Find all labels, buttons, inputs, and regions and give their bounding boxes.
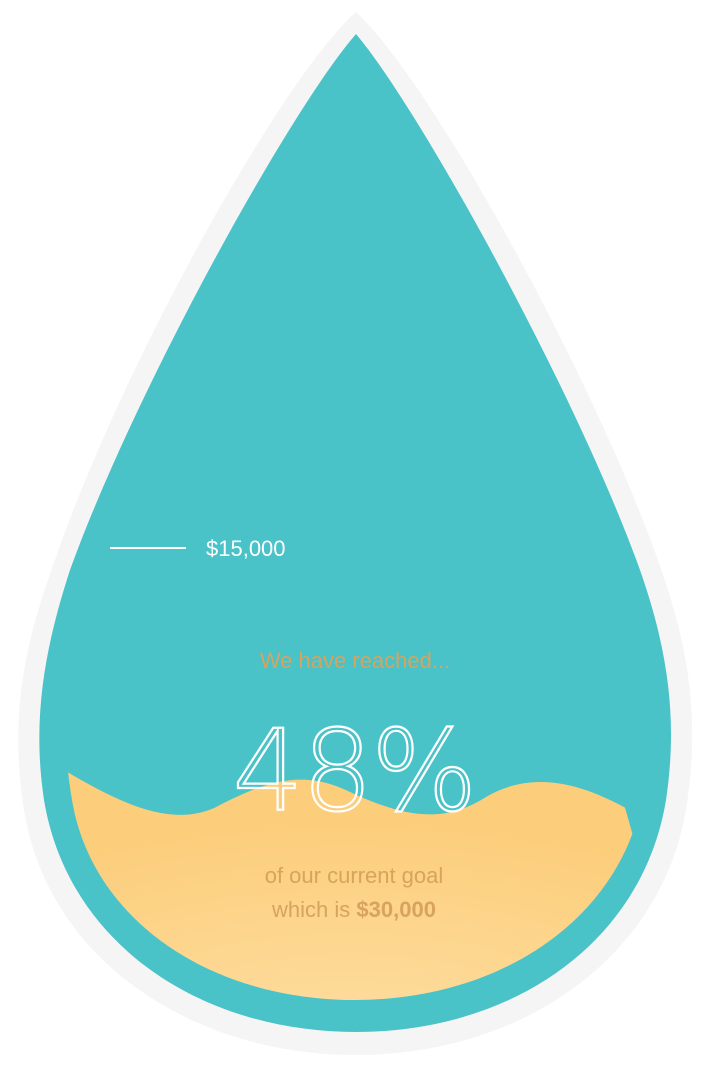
goal-amount-line: which is $30,000 xyxy=(271,897,436,922)
goal-line: of our current goal xyxy=(265,863,444,888)
percent-value: 48% xyxy=(233,707,476,837)
marker-label: $15,000 xyxy=(206,536,286,561)
goal-prefix: which is xyxy=(271,897,356,922)
goal-amount: $30,000 xyxy=(356,897,436,922)
intro-text: We have reached... xyxy=(260,648,450,673)
drop-body xyxy=(39,34,671,1032)
